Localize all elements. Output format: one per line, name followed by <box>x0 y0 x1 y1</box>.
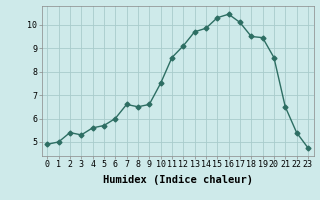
X-axis label: Humidex (Indice chaleur): Humidex (Indice chaleur) <box>103 175 252 185</box>
